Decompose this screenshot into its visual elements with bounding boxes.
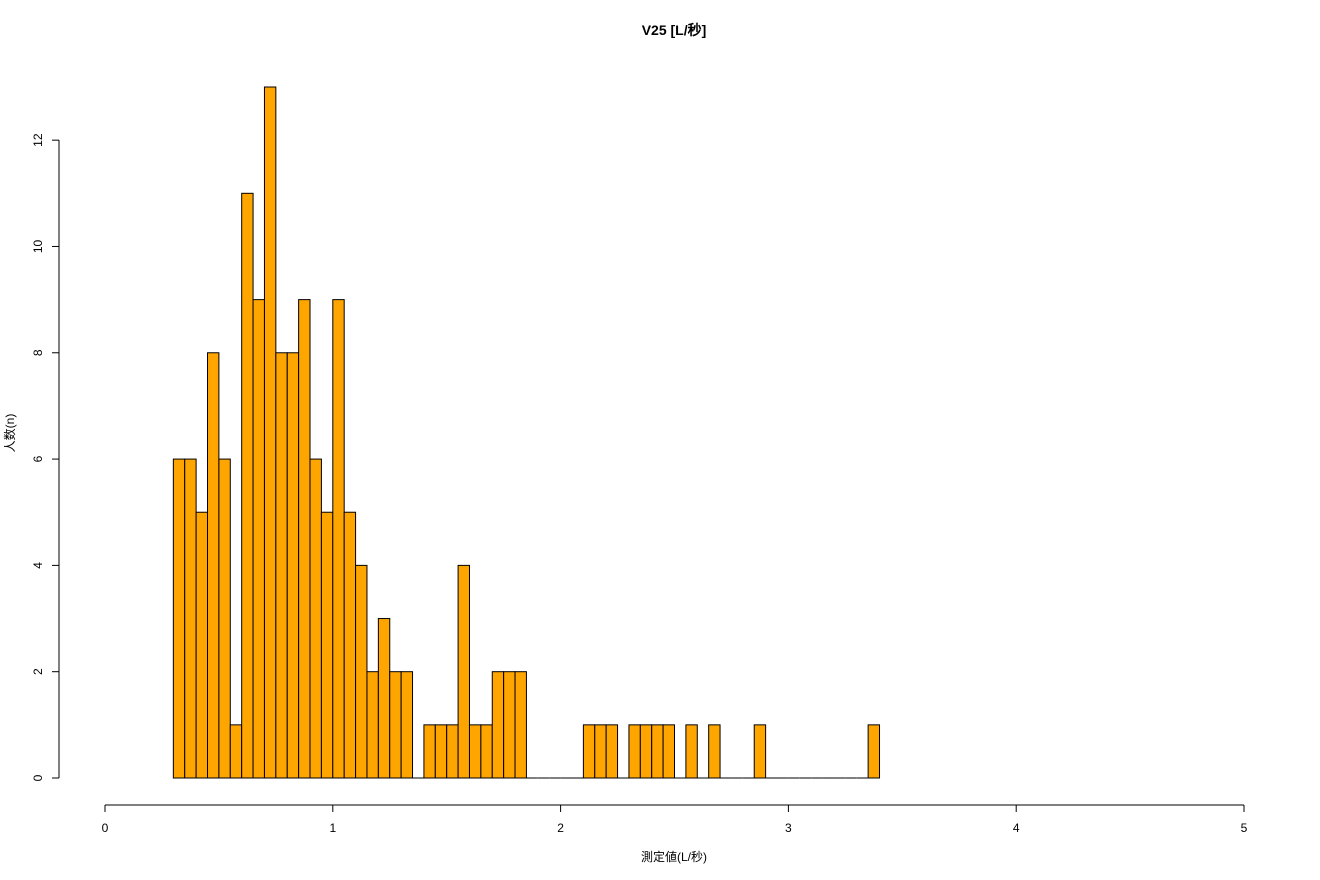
y-axis: 0 2 4 6 8 10 12: [31, 133, 60, 781]
histogram-bar: [708, 724, 721, 779]
histogram-bar: [218, 458, 231, 779]
histogram-bar: [343, 511, 357, 779]
histogram-bar: [434, 724, 448, 779]
y-axis-tick-label: 8: [31, 349, 45, 356]
y-axis-tick-label: 2: [31, 668, 45, 675]
histogram-bar: [594, 724, 607, 779]
histogram-bar: [457, 564, 470, 779]
y-axis-tick-label: 6: [31, 455, 45, 462]
histogram-bar: [275, 352, 288, 779]
histogram-bar: [662, 724, 675, 779]
histogram-bar: [377, 618, 391, 779]
x-axis-tick-label: 0: [102, 821, 109, 835]
histogram-bar: [389, 671, 402, 779]
histogram-bar: [503, 671, 516, 779]
histogram-bar: [366, 671, 379, 779]
x-axis-tick-label: 1: [329, 821, 336, 835]
histogram-bar: [298, 299, 311, 779]
x-axis: 0 1 2 3 4 5: [102, 804, 1248, 835]
histogram-bar: [195, 511, 209, 779]
histogram-bar: [172, 458, 186, 779]
histogram-bar: [263, 86, 277, 779]
histogram-bar: [309, 458, 322, 779]
histogram-bar: [514, 671, 527, 779]
histogram-bar: [582, 724, 596, 779]
x-axis-tick-label: 5: [1241, 821, 1248, 835]
chart-title: V25 [L/秒]: [642, 22, 707, 38]
histogram-bar: [446, 724, 459, 779]
x-axis-tick-label: 4: [1013, 821, 1020, 835]
histogram-bar: [241, 192, 254, 779]
histogram-bar: [286, 352, 300, 779]
y-axis-label: 人数(n): [2, 414, 17, 453]
histogram-bar: [685, 724, 698, 779]
histogram-bar: [628, 724, 641, 779]
histogram-bar: [423, 724, 436, 779]
y-axis-tick-label: 0: [31, 774, 45, 781]
x-axis-tick-label: 2: [557, 821, 564, 835]
histogram-bar: [480, 724, 493, 779]
histogram-bar: [332, 299, 345, 779]
histogram-bar: [753, 724, 767, 779]
histogram-bar: [207, 352, 220, 779]
histogram-bar: [867, 724, 881, 779]
histogram-bar: [491, 671, 505, 779]
histogram-bar: [651, 724, 664, 779]
histogram-bar: [252, 299, 265, 779]
x-axis-label: 測定値(L/秒): [641, 849, 707, 864]
histogram-bar: [400, 671, 414, 779]
y-axis-tick-label: 10: [31, 239, 45, 253]
histogram-bar: [355, 564, 368, 779]
histogram-bar: [605, 724, 619, 779]
histogram-bar: [229, 724, 243, 779]
histogram-bar: [468, 724, 482, 779]
histogram-bar: [184, 458, 197, 779]
y-axis-tick-label: 4: [31, 562, 45, 569]
bars-group: [172, 86, 881, 779]
histogram-bar: [639, 724, 653, 779]
x-axis-tick-label: 3: [785, 821, 792, 835]
histogram-bar: [320, 511, 334, 779]
y-axis-tick-label: 12: [31, 133, 45, 147]
